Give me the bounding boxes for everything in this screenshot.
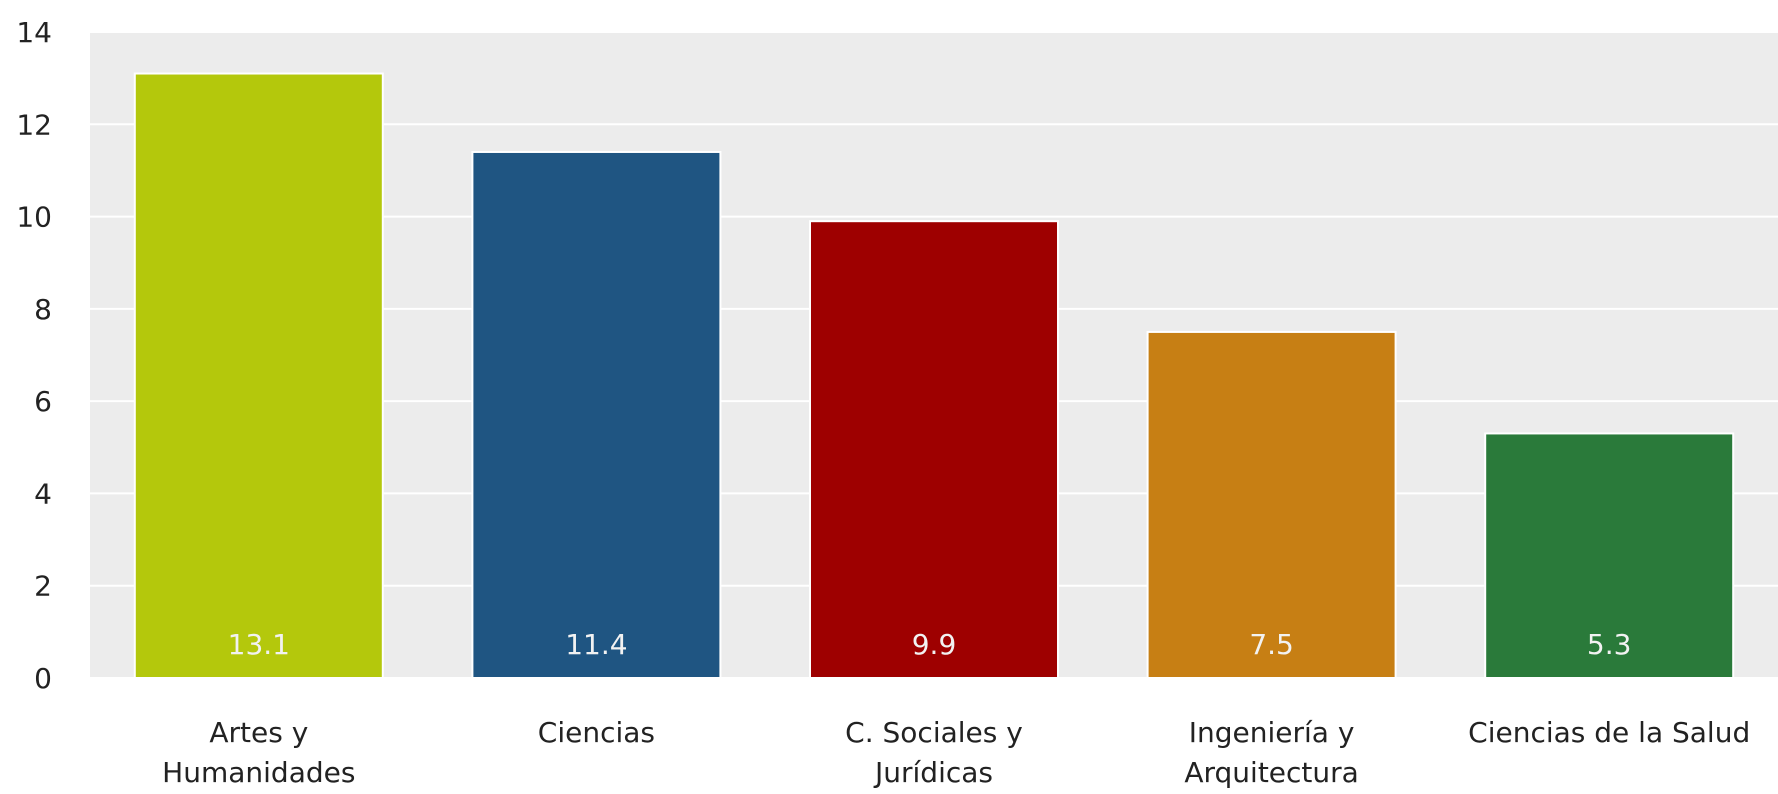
x-category-label: Ingeniería y Arquitectura xyxy=(1184,716,1358,789)
bar xyxy=(1484,432,1735,680)
bar xyxy=(471,150,722,679)
bar-value-label: 11.4 xyxy=(565,628,627,661)
bar-value-label: 5.3 xyxy=(1587,628,1632,661)
x-category-label-line: Ingeniería y xyxy=(1189,716,1355,749)
x-axis-category-labels: Artes y Humanidades Ciencias C. Sociales y J… xyxy=(162,716,1750,789)
y-tick-label: 6 xyxy=(34,385,52,418)
y-axis-tick-labels: 0 2 4 6 8 10 12 14 xyxy=(16,16,52,695)
x-category-label-line: Artes y xyxy=(209,716,308,749)
y-tick-label: 14 xyxy=(16,16,52,49)
x-category-label-line: Ciencias de la Salud xyxy=(1468,716,1750,749)
y-tick-label: 0 xyxy=(34,662,52,695)
bar-value-label: 9.9 xyxy=(912,628,957,661)
x-category-label-line: Ciencias xyxy=(538,716,655,749)
x-category-label: C. Sociales y Jurídicas xyxy=(845,716,1023,789)
x-category-label: Artes y Humanidades xyxy=(162,716,355,789)
data-labels: 13.1 11.4 9.9 7.5 5.3 xyxy=(228,628,1632,661)
bar xyxy=(809,220,1059,680)
y-tick-label: 8 xyxy=(34,293,52,326)
x-category-label-line: C. Sociales y xyxy=(845,716,1023,749)
bar xyxy=(133,72,384,680)
x-category-label-line: Arquitectura xyxy=(1184,756,1358,789)
y-tick-label: 10 xyxy=(16,201,52,234)
x-category-label: Ciencias de la Salud xyxy=(1468,716,1750,749)
bar xyxy=(1146,330,1397,679)
bars xyxy=(133,72,1735,680)
x-category-label-line: Humanidades xyxy=(162,756,355,789)
x-category-label-line: Jurídicas xyxy=(873,756,993,789)
y-tick-label: 4 xyxy=(34,477,52,510)
x-category-label: Ciencias xyxy=(538,716,655,749)
y-tick-label: 2 xyxy=(34,570,52,603)
y-tick-label: 12 xyxy=(16,108,52,141)
bar-value-label: 13.1 xyxy=(228,628,290,661)
bar-value-label: 7.5 xyxy=(1249,628,1294,661)
